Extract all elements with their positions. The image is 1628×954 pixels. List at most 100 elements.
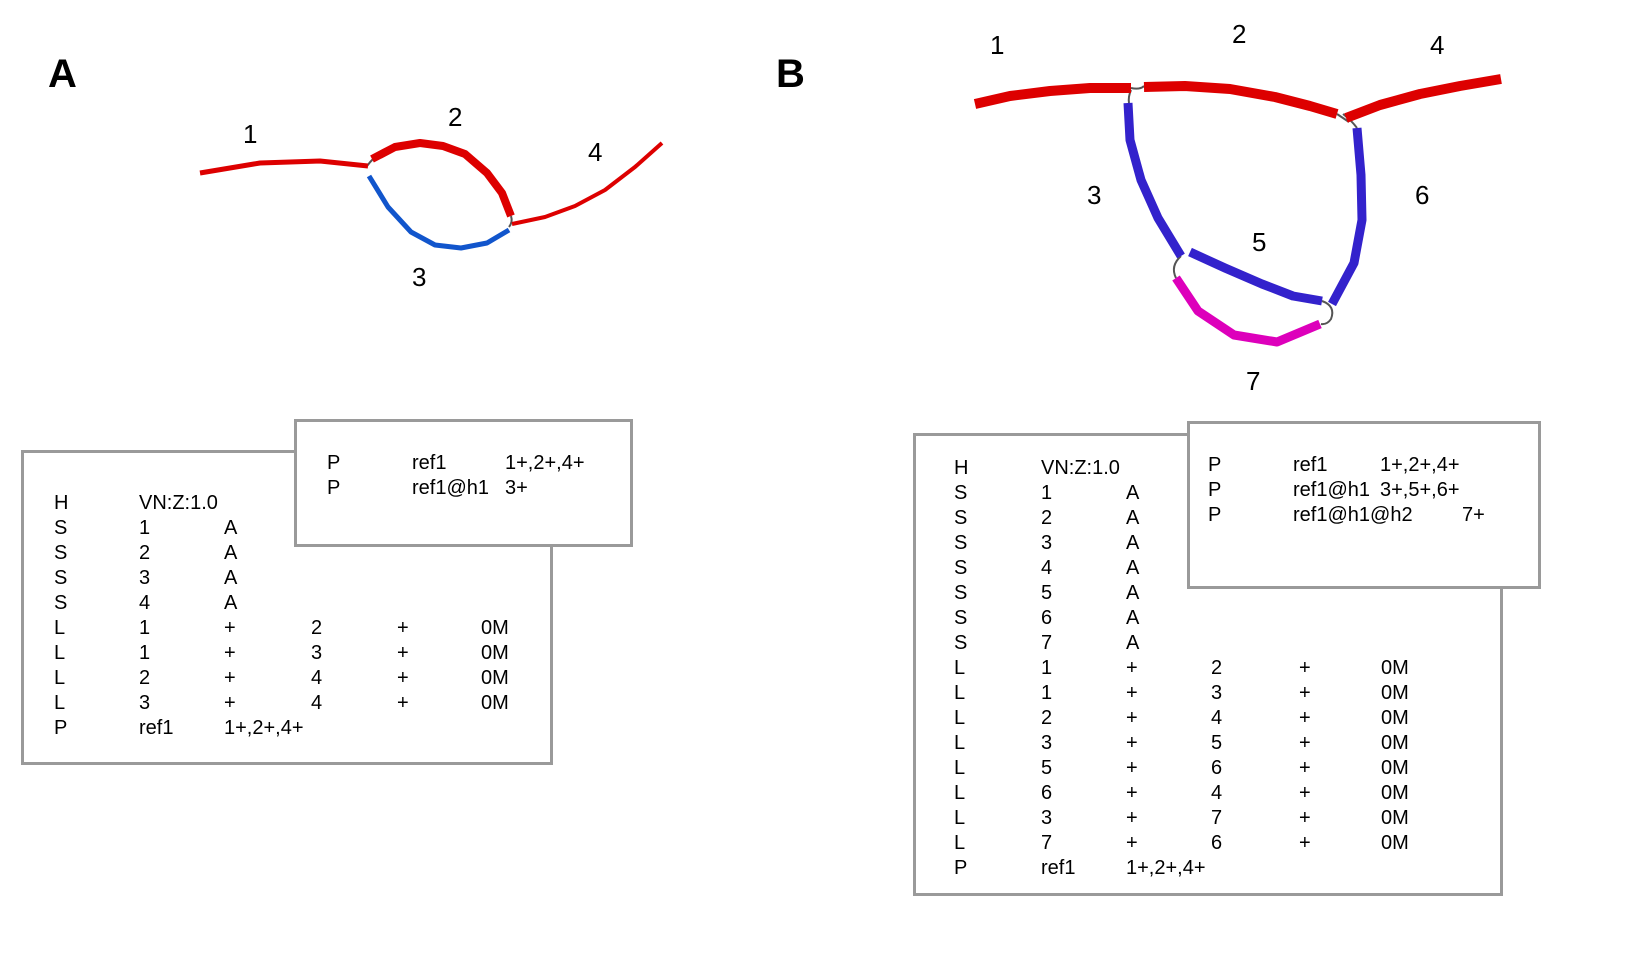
gfa-field: + [1126, 832, 1138, 854]
gfa-field: A [1126, 607, 1140, 629]
gfa-record-type: S [954, 507, 968, 529]
gfa-field: 1 [139, 517, 151, 539]
gfa-field: A [1126, 532, 1140, 554]
panel-a-seg-label-1: 1 [243, 119, 257, 149]
panel-b-link-connector [1172, 255, 1182, 279]
gfa-field: 1+,2+,4+ [1380, 454, 1460, 476]
gfa-field: 0M [1381, 807, 1409, 829]
gfa-field: ref1 [139, 717, 174, 739]
gfa-field: + [1126, 682, 1138, 704]
gfa-field: 0M [1381, 682, 1409, 704]
gfa-field: A [224, 567, 238, 589]
panel-b-segment-7 [1172, 275, 1322, 347]
panel-b-graph [973, 74, 1502, 347]
gfa-record-type: S [954, 582, 968, 604]
gfa-field: + [1299, 732, 1311, 754]
gfa-record-type: S [54, 517, 68, 539]
gfa-record-type: P [1208, 479, 1222, 501]
panel-b-segment-1 [973, 83, 1131, 109]
gfa-field: 3 [139, 567, 151, 589]
gfa-field: + [1299, 807, 1311, 829]
gfa-field: 3 [311, 642, 323, 664]
gfa-field: + [1126, 707, 1138, 729]
gfa-field: + [397, 692, 409, 714]
gfa-field: 1 [1041, 482, 1053, 504]
gfa-field: 6 [1041, 782, 1053, 804]
gfa-field: + [397, 642, 409, 664]
gfa-field: + [224, 692, 236, 714]
gfa-field: 0M [481, 692, 509, 714]
gfa-field: + [397, 667, 409, 689]
panel-b-segment-4 [1344, 74, 1502, 123]
gfa-field: 1+,2+,4+ [1126, 857, 1206, 879]
gfa-field: 3+,5+,6+ [1380, 479, 1460, 501]
gfa-field: 0M [1381, 782, 1409, 804]
gfa-record-type: H [954, 457, 969, 479]
gfa-field: 4 [139, 592, 151, 614]
panel-b-segment-5 [1188, 247, 1323, 306]
panel-a-link-connector [508, 215, 513, 228]
gfa-field: 7+ [1462, 504, 1485, 526]
gfa-record-type: L [954, 832, 966, 854]
panel-b-segment-6 [1328, 127, 1367, 307]
panel-b-segment-3 [1123, 102, 1185, 259]
gfa-record-type: S [954, 532, 968, 554]
gfa-field: + [1126, 657, 1138, 679]
gfa-field: ref1@h1 [412, 477, 490, 499]
gfa-field: + [1126, 782, 1138, 804]
panel-a-segment-1 [199, 158, 369, 176]
gfa-field: + [224, 642, 236, 664]
gfa-field: 2 [311, 617, 323, 639]
panel-a-seg-label-3: 3 [412, 262, 426, 292]
gfa-record-type: P [954, 857, 968, 879]
gfa-record-type: L [954, 682, 966, 704]
gfa-record-type: L [954, 657, 966, 679]
gfa-field: 5 [1041, 582, 1053, 604]
gfa-field: A [1126, 557, 1140, 579]
gfa-record-type: P [1208, 454, 1222, 476]
gfa-field: 4 [311, 667, 323, 689]
gfa-record-type: L [954, 732, 966, 754]
panel-a-seg-label-2: 2 [448, 102, 462, 132]
gfa-record-type: P [54, 717, 68, 739]
gfa-record-type: P [327, 477, 341, 499]
gfa-field: + [1299, 657, 1311, 679]
gfa-field: 0M [1381, 732, 1409, 754]
gfa-field: 6 [1211, 757, 1223, 779]
gfa-field: 3 [1041, 807, 1053, 829]
panel-b-link-connector [1320, 300, 1334, 326]
panel-b-seg-label-4: 4 [1430, 30, 1444, 60]
gfa-field: 2 [1041, 507, 1053, 529]
gfa-record-type: L [954, 757, 966, 779]
gfa-record-type: L [954, 782, 966, 804]
gfa-field: 7 [1041, 832, 1053, 854]
panel-a-segment-3 [366, 174, 511, 251]
gfa-field: ref1 [412, 452, 447, 474]
gfa-field: + [1299, 682, 1311, 704]
gfa-field: 0M [1381, 657, 1409, 679]
gfa-field: 4 [1041, 557, 1053, 579]
gfa-field: A [224, 592, 238, 614]
panel-a-segment-2 [370, 139, 515, 218]
panel-a-graph [199, 139, 664, 251]
gfa-field: 1+,2+,4+ [505, 452, 585, 474]
gfa-field: 1 [139, 642, 151, 664]
gfa-field: 5 [1211, 732, 1223, 754]
panel-b-label: B [776, 52, 805, 96]
gfa-field: 0M [1381, 832, 1409, 854]
gfa-field: + [224, 617, 236, 639]
gfa-record-type: S [54, 592, 68, 614]
gfa-record-type: P [327, 452, 341, 474]
gfa-field: + [1299, 832, 1311, 854]
gfa-field: 0M [1381, 757, 1409, 779]
gfa-field: 0M [481, 667, 509, 689]
gfa-field: 2 [1041, 707, 1053, 729]
gfa-field: 0M [481, 617, 509, 639]
gfa-record-type: H [54, 492, 69, 514]
gfa-record-type: L [54, 692, 66, 714]
gfa-field: 3 [1211, 682, 1223, 704]
gfa-record-type: S [954, 632, 968, 654]
